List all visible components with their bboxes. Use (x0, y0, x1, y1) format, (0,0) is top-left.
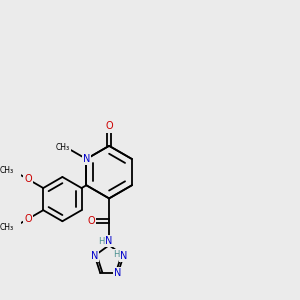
Text: N: N (105, 236, 113, 246)
Text: N: N (83, 154, 90, 164)
Text: H: H (98, 236, 105, 245)
Text: CH₃: CH₃ (0, 166, 14, 175)
Text: O: O (87, 216, 95, 226)
Text: O: O (25, 214, 32, 224)
Text: O: O (25, 175, 32, 184)
Text: CH₃: CH₃ (0, 223, 14, 232)
Text: O: O (105, 122, 113, 131)
Text: H: H (113, 250, 119, 259)
Text: N: N (91, 251, 98, 261)
Text: N: N (120, 251, 127, 261)
Text: CH₃: CH₃ (56, 143, 70, 152)
Text: N: N (114, 268, 122, 278)
